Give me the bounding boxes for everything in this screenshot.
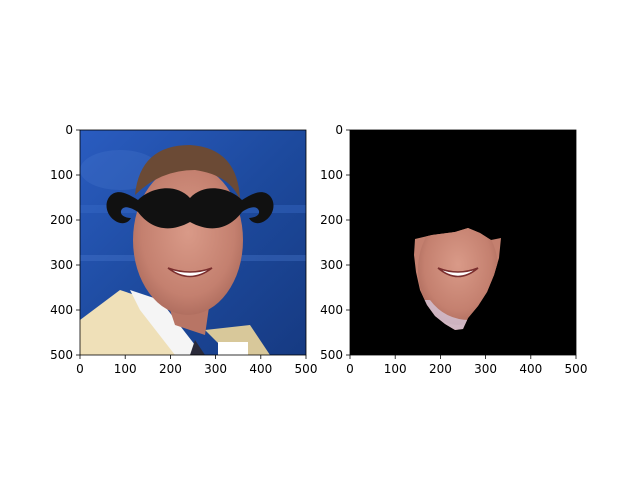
right-x-tick-label: 200 xyxy=(429,362,452,376)
left-y-tick-label: 300 xyxy=(50,258,73,272)
left-y-tick-label: 500 xyxy=(50,348,73,362)
left-x-tick-label: 0 xyxy=(76,362,84,376)
right-x-tick-label: 400 xyxy=(519,362,542,376)
right-x-tick-label: 100 xyxy=(384,362,407,376)
left-y-tick-label: 0 xyxy=(65,123,73,137)
left-y-tick-label: 100 xyxy=(50,168,73,182)
left-x-tick-label: 400 xyxy=(249,362,272,376)
right-y-tick-label: 100 xyxy=(320,168,343,182)
left-image-panel xyxy=(79,129,307,356)
right-image-panel xyxy=(349,129,577,356)
right-y-tick-label: 500 xyxy=(320,348,343,362)
right-y-tick-label: 300 xyxy=(320,258,343,272)
left-y-tick-label: 400 xyxy=(50,303,73,317)
left-x-tick-label: 100 xyxy=(114,362,137,376)
right-y-tick-label: 400 xyxy=(320,303,343,317)
right-x-tick-label: 0 xyxy=(346,362,354,376)
photo-with-mustache xyxy=(80,130,306,355)
left-y-tick-label: 200 xyxy=(50,213,73,227)
right-y-tick-label: 200 xyxy=(320,213,343,227)
left-x-tick-label: 300 xyxy=(204,362,227,376)
left-x-tick-label: 200 xyxy=(159,362,182,376)
right-x-tick-label: 500 xyxy=(565,362,588,376)
right-x-tick-label: 300 xyxy=(474,362,497,376)
right-y-tick-label: 0 xyxy=(335,123,343,137)
left-x-tick-label: 500 xyxy=(295,362,318,376)
